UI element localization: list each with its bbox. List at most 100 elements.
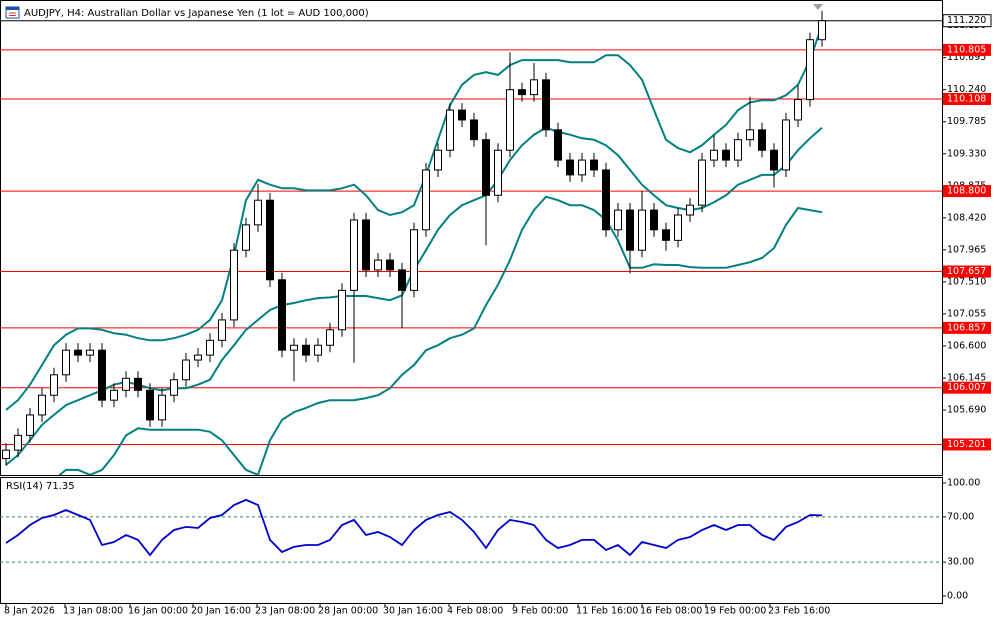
- candle-body: [218, 319, 226, 341]
- bollinger-lower: [58, 195, 823, 475]
- level-label-bg: [943, 438, 991, 451]
- level-label: 108.800: [947, 186, 986, 197]
- x-tick-label: 8 Jan 2026: [4, 606, 55, 617]
- y-tick-label: 110.695: [947, 52, 986, 63]
- candle-body: [518, 89, 526, 96]
- candle-body: [62, 349, 70, 376]
- candle-body: [494, 149, 502, 196]
- candle-body: [134, 377, 142, 391]
- candle-body: [578, 159, 586, 176]
- candle-body: [122, 377, 130, 391]
- bollinger-upper: [5, 24, 823, 411]
- y-tick-label: 106.600: [947, 340, 986, 351]
- x-tick-label: 16 Jan 00:00: [128, 606, 188, 617]
- y-tick-label: 107.055: [947, 308, 986, 319]
- candle-body: [434, 149, 442, 171]
- candle-body: [26, 414, 34, 436]
- level-label: 106.007: [947, 382, 986, 393]
- x-tick-label: 9 Feb 00:00: [512, 606, 568, 617]
- y-tick-label: 106.145: [947, 372, 986, 383]
- axes: 111.150110.695110.240109.785109.330108.8…: [4, 14, 992, 617]
- rsi-y-tick-label: 0.00: [947, 590, 968, 601]
- candle-body: [50, 374, 58, 396]
- level-label: 106.857: [947, 322, 986, 333]
- candle-body: [698, 159, 706, 206]
- candle-body: [278, 279, 286, 351]
- candle-body: [626, 209, 634, 251]
- candle-body: [110, 389, 118, 401]
- candle-body: [662, 229, 670, 241]
- candle-body: [746, 129, 754, 141]
- candle-body: [422, 169, 430, 231]
- candle-body: [290, 344, 298, 351]
- candle-body: [818, 20, 826, 41]
- candle-body: [482, 139, 490, 196]
- candle-body: [554, 129, 562, 161]
- candle-body: [254, 199, 262, 226]
- rsi-line: [5, 498, 823, 557]
- current-price-label: 111.220: [947, 15, 986, 26]
- candle-body: [206, 339, 214, 356]
- candle-body: [242, 224, 250, 251]
- price-marker: [813, 4, 823, 10]
- rsi-y-tick-label: 30.00: [947, 557, 974, 568]
- level-label-bg: [943, 185, 991, 198]
- x-tick-label: 19 Feb 00:00: [704, 606, 766, 617]
- candle-body: [458, 109, 466, 121]
- level-label-bg: [943, 43, 991, 56]
- candle-body: [302, 344, 310, 356]
- candle-body: [542, 79, 550, 131]
- candle-body: [650, 209, 658, 231]
- x-tick-label: 4 Feb 08:00: [447, 606, 503, 617]
- candle-body: [758, 129, 766, 151]
- candle-body: [314, 344, 322, 356]
- rsi-y-tick-label: 70.00: [947, 511, 974, 522]
- x-tick-label: 13 Jan 08:00: [63, 606, 123, 617]
- x-tick-label: 30 Jan 16:00: [383, 606, 443, 617]
- candle-body: [146, 389, 154, 421]
- candle-body: [410, 229, 418, 291]
- candle-body: [638, 209, 646, 251]
- y-tick-label: 107.510: [947, 276, 986, 287]
- candle-body: [14, 434, 22, 451]
- level-label-bg: [943, 321, 991, 334]
- candle-body: [266, 199, 274, 281]
- candle-body: [566, 159, 574, 176]
- candle-body: [446, 109, 454, 151]
- current-price-bg: [942, 14, 992, 28]
- rsi-label: RSI(14) 71.35: [6, 481, 75, 492]
- level-label-bg: [943, 381, 991, 394]
- x-tick-label: 20 Jan 16:00: [191, 606, 251, 617]
- candle-body: [194, 354, 202, 361]
- level-label-bg: [943, 92, 991, 105]
- y-tick-label: 109.785: [947, 116, 986, 127]
- candle-body: [710, 149, 718, 161]
- level-label: 110.108: [947, 93, 986, 104]
- x-tick-label: 28 Jan 00:00: [318, 606, 378, 617]
- candle-body: [362, 219, 370, 271]
- candle-body: [386, 259, 394, 271]
- rsi-y-tick-label: 100.00: [947, 477, 980, 488]
- chart-title: AUDJPY, H4: Australian Dollar vs Japanes…: [24, 8, 369, 19]
- candle-body: [98, 349, 106, 401]
- candle-body: [38, 394, 46, 416]
- candle-body: [770, 149, 778, 171]
- candle-body: [326, 329, 334, 346]
- candle-body: [506, 89, 514, 151]
- candle-body: [182, 359, 190, 381]
- candle-body: [74, 349, 82, 356]
- candle-body: [590, 159, 598, 171]
- level-label-bg: [943, 265, 991, 278]
- candle-body: [170, 379, 178, 396]
- candle-body: [686, 204, 694, 216]
- candle-body: [806, 39, 814, 101]
- rsi-pane: [0, 477, 943, 604]
- y-tick-label: 107.965: [947, 244, 986, 255]
- candle-body: [2, 449, 10, 460]
- price-plot: [0, 10, 942, 475]
- y-tick-label: 108.420: [947, 212, 986, 223]
- candle-body: [794, 99, 802, 121]
- y-tick-label: 110.240: [947, 84, 986, 95]
- candle-body: [350, 219, 358, 291]
